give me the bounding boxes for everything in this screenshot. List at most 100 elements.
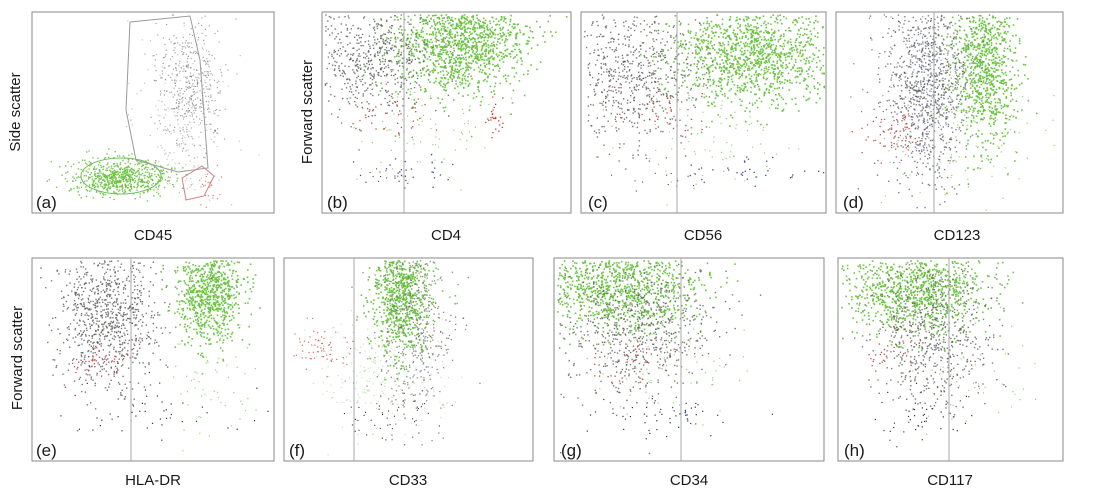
cell-event bbox=[422, 59, 425, 62]
cell-event bbox=[694, 46, 696, 48]
cell-event bbox=[193, 85, 195, 87]
cell-event bbox=[447, 22, 450, 25]
cell-event bbox=[511, 67, 513, 69]
cell-event bbox=[681, 69, 684, 72]
cell-event bbox=[179, 44, 181, 46]
cell-event bbox=[721, 49, 724, 52]
cell-event bbox=[401, 75, 404, 78]
cell-event bbox=[612, 70, 615, 73]
cell-event bbox=[330, 25, 333, 27]
cell-event bbox=[385, 66, 387, 68]
cell-event bbox=[513, 67, 515, 69]
cell-event bbox=[361, 75, 364, 78]
cell-event bbox=[498, 120, 500, 122]
cell-event bbox=[499, 82, 502, 85]
cell-event bbox=[626, 71, 628, 73]
cell-event bbox=[778, 72, 780, 74]
cell-event bbox=[165, 152, 167, 154]
cell-event bbox=[620, 75, 622, 78]
cell-event bbox=[729, 18, 731, 20]
cell-event bbox=[447, 16, 449, 18]
cell-event bbox=[794, 18, 797, 21]
cell-event bbox=[817, 82, 819, 84]
cell-event bbox=[161, 66, 163, 68]
cell-event bbox=[192, 143, 194, 145]
cell-event bbox=[751, 67, 753, 70]
cell-event bbox=[476, 34, 479, 36]
cell-event bbox=[721, 104, 723, 106]
cell-event bbox=[492, 48, 495, 50]
cell-event bbox=[457, 75, 460, 78]
cell-event bbox=[202, 56, 204, 58]
cell-event bbox=[190, 127, 192, 129]
cell-event bbox=[435, 31, 438, 34]
cell-event bbox=[415, 46, 417, 48]
cell-event bbox=[665, 92, 667, 95]
cell-event bbox=[379, 68, 382, 70]
cell-event bbox=[767, 59, 770, 62]
cell-event bbox=[639, 74, 641, 77]
cell-event bbox=[394, 140, 396, 142]
cell-event bbox=[502, 56, 505, 58]
cell-event bbox=[763, 61, 766, 64]
cell-event bbox=[197, 165, 199, 167]
cell-event bbox=[724, 66, 726, 69]
cell-event bbox=[177, 123, 179, 125]
cell-event bbox=[354, 96, 356, 99]
cell-event bbox=[424, 48, 426, 50]
cell-event bbox=[440, 29, 443, 31]
cell-event bbox=[805, 60, 808, 62]
cell-event bbox=[439, 65, 442, 68]
cell-event bbox=[425, 20, 427, 22]
cell-event bbox=[779, 19, 782, 21]
cell-event bbox=[159, 195, 161, 197]
cell-event bbox=[402, 105, 404, 107]
cell-event bbox=[762, 76, 765, 78]
cell-event bbox=[708, 72, 710, 75]
cell-event bbox=[426, 58, 429, 60]
cell-event bbox=[367, 61, 370, 63]
cell-event bbox=[196, 76, 198, 79]
cell-event bbox=[477, 53, 479, 56]
cell-event bbox=[406, 60, 409, 62]
cell-event bbox=[804, 63, 807, 65]
cell-event bbox=[659, 104, 661, 107]
cell-event bbox=[401, 34, 404, 36]
cell-event bbox=[424, 22, 427, 25]
cell-event bbox=[102, 188, 105, 190]
cell-event bbox=[639, 53, 642, 56]
cell-event bbox=[102, 193, 104, 195]
cell-event bbox=[811, 60, 813, 63]
cell-event bbox=[796, 67, 799, 70]
cell-event bbox=[368, 103, 370, 105]
cell-event bbox=[632, 51, 635, 54]
cell-event bbox=[186, 61, 188, 63]
cell-event bbox=[418, 35, 421, 38]
cell-event bbox=[636, 78, 638, 81]
cell-event bbox=[459, 43, 461, 45]
cell-event bbox=[612, 96, 614, 99]
cell-event bbox=[432, 34, 435, 36]
cell-event bbox=[631, 90, 633, 92]
cell-event bbox=[647, 59, 649, 62]
cell-event bbox=[382, 60, 384, 63]
cell-event bbox=[154, 122, 156, 124]
panel-label: (a) bbox=[36, 193, 57, 212]
cell-event bbox=[355, 127, 357, 130]
cell-event bbox=[460, 21, 462, 24]
cell-event bbox=[718, 80, 720, 82]
cell-event bbox=[115, 165, 117, 167]
cell-event bbox=[726, 84, 729, 86]
cell-event bbox=[408, 71, 411, 74]
cell-event bbox=[723, 65, 726, 67]
cell-event bbox=[400, 45, 402, 48]
cell-event bbox=[708, 52, 711, 54]
cell-event bbox=[437, 53, 439, 55]
cell-event bbox=[180, 66, 182, 69]
cell-event bbox=[188, 85, 190, 88]
cell-event bbox=[653, 56, 655, 58]
cell-event bbox=[464, 18, 467, 20]
cell-event bbox=[366, 55, 368, 57]
cell-event bbox=[177, 119, 179, 121]
cell-event bbox=[378, 24, 380, 26]
